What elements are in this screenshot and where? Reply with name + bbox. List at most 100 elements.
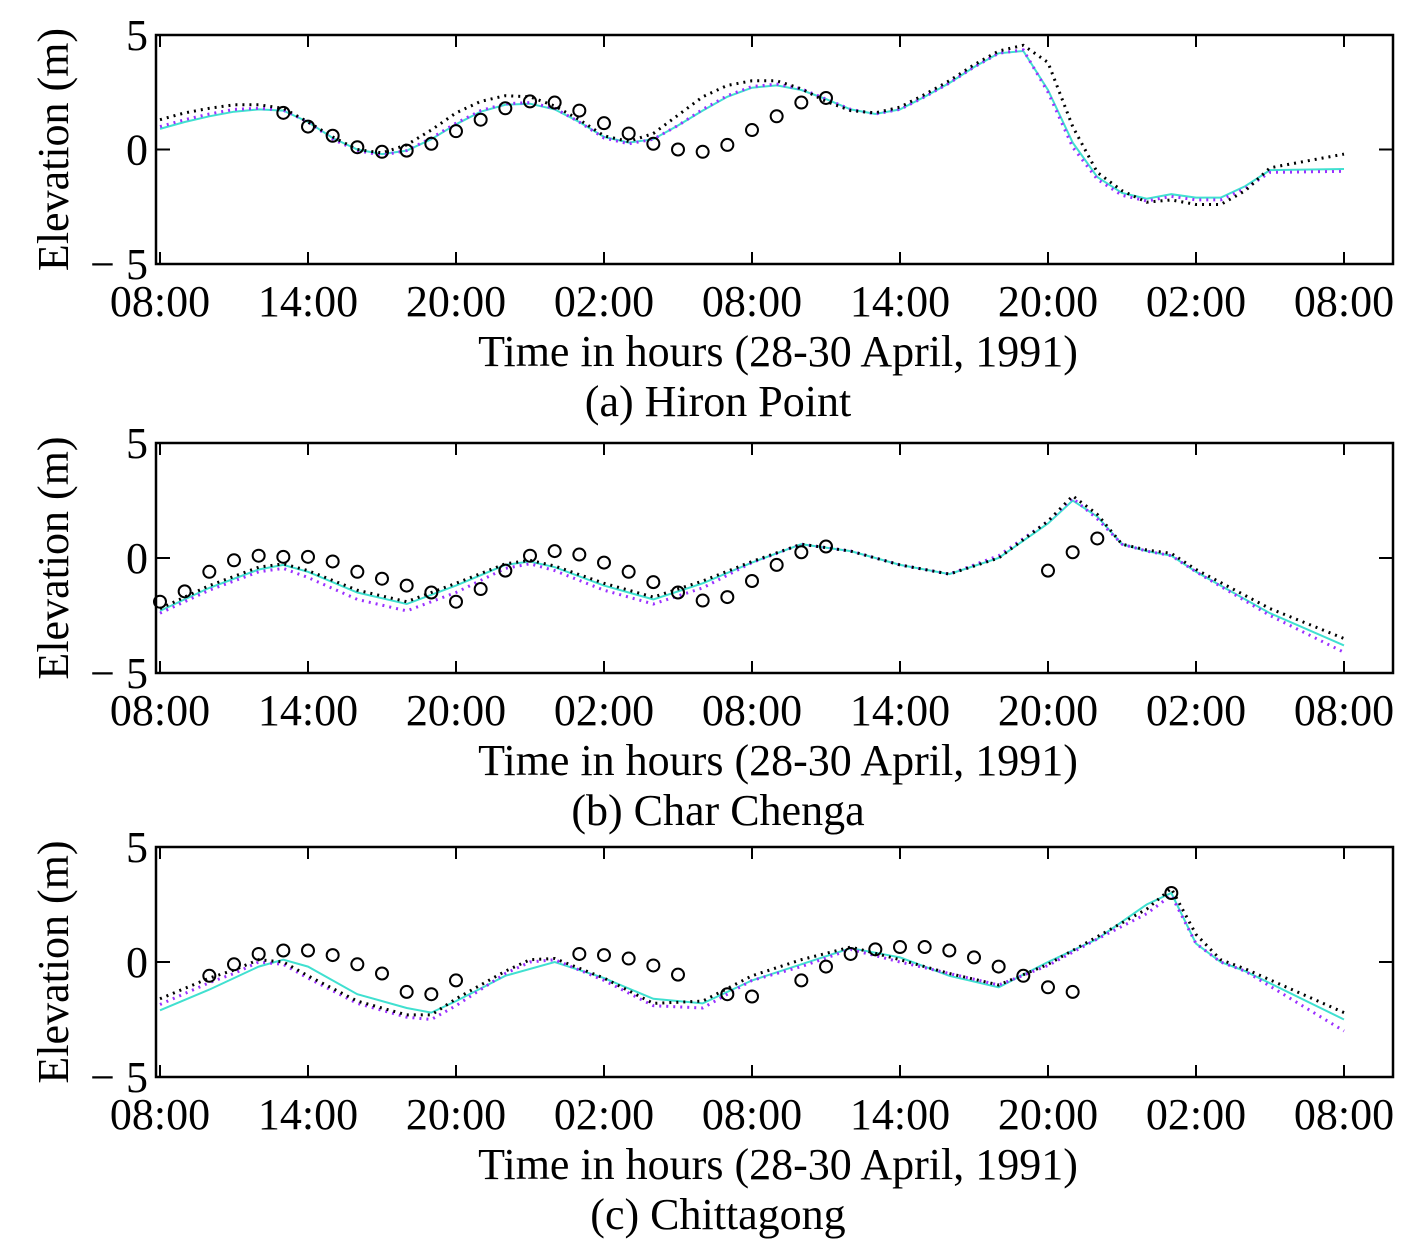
data-point-circle xyxy=(228,958,240,970)
chart-panel-2: 08:00 14:00 20:00 02:00 08:00 14:00 20:00 02:00… xyxy=(29,419,1394,835)
data-point-circle xyxy=(376,573,388,585)
data-point-circle xyxy=(327,949,339,961)
data-point-circle xyxy=(401,580,413,592)
data-point-circle xyxy=(302,551,314,563)
x-tick-label: 20:00 xyxy=(406,277,506,326)
x-tick-label: 08:00 xyxy=(702,1090,802,1139)
y-tick-label: 0 xyxy=(126,938,148,987)
data-point-circle xyxy=(253,948,265,960)
y-axis-label: Elevation (m) xyxy=(29,840,78,1083)
data-point-circle xyxy=(746,124,758,136)
data-point-circle xyxy=(253,550,265,562)
x-tick-label: 20:00 xyxy=(998,686,1098,735)
x-tick-label: 20:00 xyxy=(406,1090,506,1139)
data-point-circle xyxy=(425,988,437,1000)
data-point-circle xyxy=(894,941,906,953)
data-point-circle xyxy=(573,549,585,561)
y-tick-label: 5 xyxy=(126,11,148,60)
data-point-circle xyxy=(327,555,339,567)
data-point-circle xyxy=(401,986,413,998)
data-point-circle xyxy=(623,127,635,139)
data-point-circle xyxy=(697,146,709,158)
data-point-circle xyxy=(179,585,191,597)
data-point-circle xyxy=(795,546,807,558)
data-point-circle xyxy=(623,566,635,578)
data-point-circle xyxy=(450,596,462,608)
data-point-circle xyxy=(993,961,1005,973)
data-point-circle xyxy=(672,144,684,156)
data-point-circle xyxy=(450,125,462,137)
x-tick-label: 20:00 xyxy=(998,1090,1098,1139)
x-tick-label: 14:00 xyxy=(850,686,950,735)
panel-caption: (b) Char Chenga xyxy=(571,786,864,835)
data-point-circle xyxy=(450,974,462,986)
data-point-circle xyxy=(598,117,610,129)
y-tick-label: 5 xyxy=(126,823,148,872)
panel-caption: (c) Chittagong xyxy=(590,1190,845,1239)
data-point-circle xyxy=(771,559,783,571)
y-tick-label: 0 xyxy=(126,126,148,175)
x-axis-label: Time in hours (28-30 April, 1991) xyxy=(478,736,1078,785)
data-point-circle xyxy=(302,945,314,957)
data-point-circle xyxy=(672,969,684,981)
data-point-circle xyxy=(1042,981,1054,993)
data-point-circle xyxy=(203,970,215,982)
x-axis-label: Time in hours (28-30 April, 1991) xyxy=(478,327,1078,376)
plot-frame xyxy=(156,847,1393,1077)
y-axis-label: Elevation (m) xyxy=(29,28,78,271)
panel-caption: (a) Hiron Point xyxy=(585,377,851,426)
data-point-circle xyxy=(598,557,610,569)
x-tick-label: 02:00 xyxy=(1146,1090,1246,1139)
data-point-circle xyxy=(351,566,363,578)
x-tick-label: 02:00 xyxy=(1146,277,1246,326)
x-tick-label: 14:00 xyxy=(258,1090,358,1139)
data-point-circle xyxy=(277,551,289,563)
data-point-circle xyxy=(746,991,758,1003)
data-point-circle xyxy=(549,545,561,557)
y-tick-label: − 5 xyxy=(90,240,148,289)
data-point-circle xyxy=(1091,532,1103,544)
x-tick-label: 14:00 xyxy=(850,1090,950,1139)
data-point-circle xyxy=(351,958,363,970)
data-point-circle xyxy=(573,105,585,117)
y-tick-label: − 5 xyxy=(90,1053,148,1102)
y-tick-label: − 5 xyxy=(90,649,148,698)
data-point-circle xyxy=(820,961,832,973)
x-tick-label: 02:00 xyxy=(1146,686,1246,735)
series-line-1 xyxy=(160,501,1344,646)
data-point-circle xyxy=(795,97,807,109)
data-point-circle xyxy=(721,591,733,603)
series-line-2 xyxy=(160,50,1344,201)
data-point-circle xyxy=(598,949,610,961)
x-tick-label: 08:00 xyxy=(1294,277,1394,326)
data-point-circle xyxy=(919,941,931,953)
x-tick-label: 20:00 xyxy=(406,686,506,735)
data-point-circle xyxy=(376,968,388,980)
data-point-circle xyxy=(1042,565,1054,577)
data-point-circle xyxy=(524,95,536,107)
data-point-circle xyxy=(721,139,733,151)
chart-panel-1: 08:00 14:00 20:00 02:00 08:00 14:00 20:00 02:00… xyxy=(29,11,1394,426)
series-line-2 xyxy=(160,895,1344,1031)
x-tick-label: 02:00 xyxy=(554,1090,654,1139)
data-point-circle xyxy=(573,948,585,960)
data-point-circle xyxy=(795,974,807,986)
data-point-circle xyxy=(475,114,487,126)
data-point-circle xyxy=(277,945,289,957)
x-tick-label: 14:00 xyxy=(850,277,950,326)
x-tick-label: 08:00 xyxy=(1294,686,1394,735)
x-axis-label: Time in hours (28-30 April, 1991) xyxy=(478,1140,1078,1189)
y-axis-label: Elevation (m) xyxy=(29,436,78,679)
x-tick-label: 02:00 xyxy=(554,686,654,735)
y-tick-label: 0 xyxy=(126,534,148,583)
data-point-circle xyxy=(943,945,955,957)
data-point-circle xyxy=(746,575,758,587)
x-tick-label: 14:00 xyxy=(258,686,358,735)
plot-frame xyxy=(156,35,1393,264)
data-point-circle xyxy=(1067,546,1079,558)
data-point-circle xyxy=(203,566,215,578)
data-point-circle xyxy=(228,554,240,566)
data-point-circle xyxy=(968,951,980,963)
